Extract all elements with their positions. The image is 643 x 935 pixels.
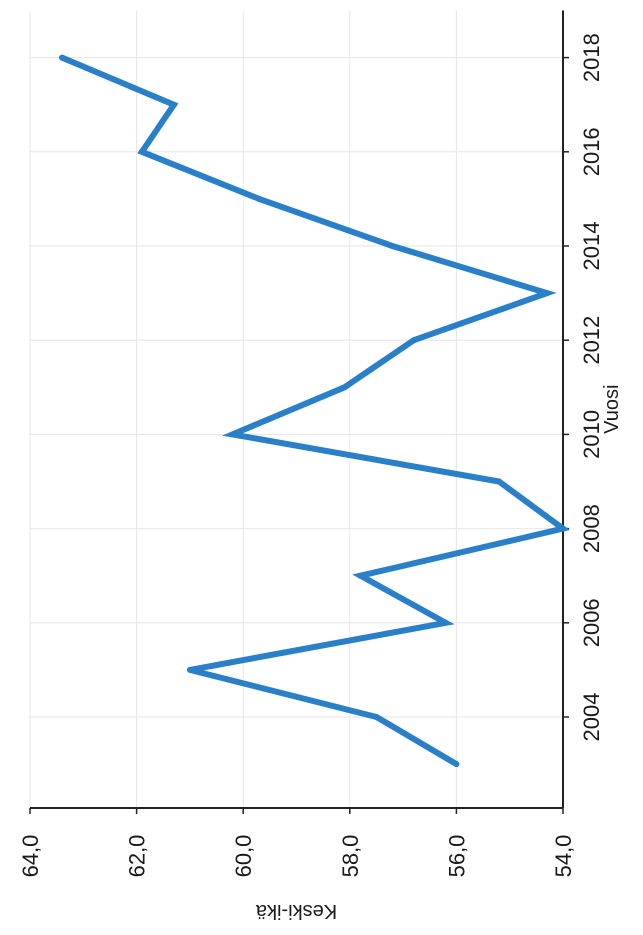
y-tick-label: 56,0: [444, 835, 469, 878]
x-tick-label: 2016: [579, 127, 604, 176]
data-point: [410, 337, 417, 344]
data-point: [138, 148, 145, 155]
data-point: [357, 572, 364, 579]
x-tick-label: 2010: [579, 410, 604, 459]
x-tick-label: 2018: [579, 33, 604, 82]
data-points: [58, 54, 566, 768]
y-tick-label: 60,0: [231, 835, 256, 878]
y-tick-label: 58,0: [338, 835, 363, 878]
x-tick-label: 2004: [579, 693, 604, 742]
data-point: [560, 525, 566, 532]
x-axis-ticks: 2004 2006 2008 2010 2012 2014 2016 2018: [563, 33, 604, 741]
data-point: [389, 243, 396, 249]
data-point: [186, 666, 193, 673]
data-point: [373, 714, 380, 720]
data-point: [58, 54, 65, 61]
y-axis-label: Keski-ikä: [255, 900, 337, 922]
data-point: [496, 478, 503, 485]
x-tick-label: 2014: [579, 222, 604, 271]
x-tick-label: 2008: [579, 504, 604, 553]
data-point: [229, 431, 236, 438]
y-tick-label: 54,0: [551, 835, 576, 878]
data-point: [442, 619, 449, 626]
x-axis-label: Vuosi: [601, 385, 623, 434]
y-tick-label: 64,0: [18, 835, 43, 878]
data-point: [256, 195, 263, 202]
data-point: [453, 761, 460, 768]
series-line: [60, 54, 571, 767]
y-tick-label: 62,0: [125, 835, 150, 878]
x-tick-label: 2006: [579, 598, 604, 647]
data-point: [170, 101, 177, 108]
data-point: [341, 384, 348, 391]
data-point: [544, 290, 551, 297]
x-tick-label: 2012: [579, 316, 604, 365]
y-axis-ticks: 64,0 62,0 60,0 58,0 56,0 54,0: [18, 808, 576, 877]
